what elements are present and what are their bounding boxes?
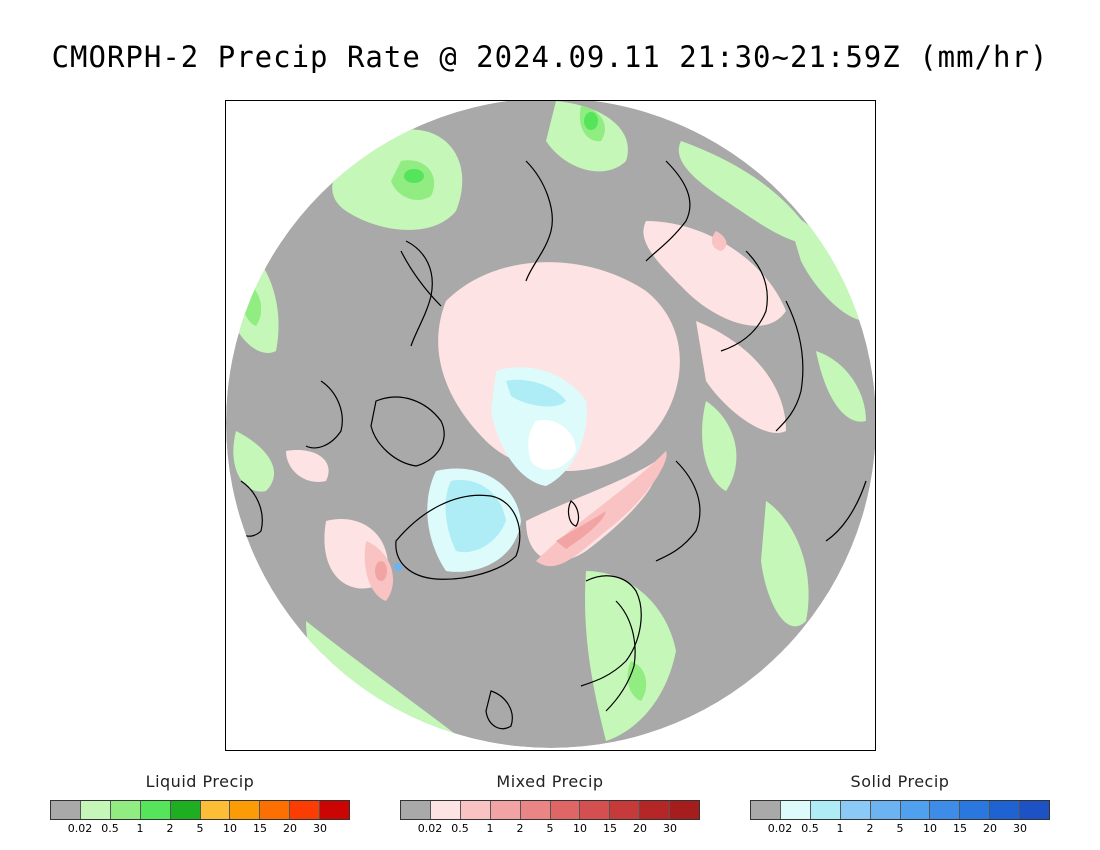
- novaya-zemlya-coast: [655, 460, 701, 562]
- legend-tick-label: 0.5: [801, 822, 819, 835]
- legend-tick-label: 1: [836, 822, 844, 835]
- legend-swatch: [751, 801, 781, 819]
- legend-tick-label: 1: [136, 822, 144, 835]
- legend-tick-label: 10: [923, 822, 937, 835]
- legend-swatch: [490, 801, 521, 819]
- legend-swatch: [170, 801, 201, 819]
- legend-title: Mixed Precip: [496, 772, 604, 791]
- greenland-coast: [395, 494, 521, 580]
- legend-title: Liquid Precip: [145, 772, 255, 791]
- moderate-rain-cells: [404, 112, 598, 183]
- legend-tick-label: 30: [313, 822, 327, 835]
- scandinavia-coast: [580, 575, 642, 687]
- legend-tick-label: 2: [516, 822, 524, 835]
- legend-tick-label: 20: [283, 822, 297, 835]
- legend-tick-label: 30: [663, 822, 677, 835]
- coastlines: [230, 160, 867, 730]
- legend-mixed-precip: Mixed Precip 0.02 0.5 1 2 5 10 15 20 30: [400, 772, 700, 836]
- legend-swatch: [430, 801, 461, 819]
- mixed-precip-cells: [375, 511, 606, 581]
- legend-tick-label: 1: [486, 822, 494, 835]
- asia-inland-coast: [825, 480, 867, 542]
- legend-swatch: [960, 801, 991, 819]
- taymyr-coast: [775, 300, 804, 432]
- map-title: CMORPH-2 Precip Rate @ 2024.09.11 21:30~…: [51, 40, 1049, 74]
- legend-tick-label: 0.5: [101, 822, 119, 835]
- legend-swatch: [80, 801, 111, 819]
- legend-tick-label: 5: [896, 822, 904, 835]
- polar-map-canvas: [226, 101, 875, 748]
- legend-tick-label: 15: [603, 822, 617, 835]
- legend-tick-label: 20: [983, 822, 997, 835]
- legend-tick-label: 0.5: [451, 822, 469, 835]
- legend-swatch: [290, 801, 321, 819]
- legend-title: Solid Precip: [850, 772, 950, 791]
- legend-tick-label: 0.02: [767, 822, 793, 835]
- legend-swatch: [610, 801, 641, 819]
- siberia-coast: [645, 160, 691, 262]
- legend-ticks: 0.02 0.5 1 2 5 10 15 20 30: [50, 822, 350, 836]
- legend-tick-label: 5: [196, 822, 204, 835]
- legend-tick-label: 10: [573, 822, 587, 835]
- legend-swatch: [870, 801, 901, 819]
- british-isles-coast: [485, 690, 513, 730]
- legend-swatch: [401, 801, 431, 819]
- legend-liquid-precip: Liquid Precip 0.02 0.5 1 2 5 10 15 20 30: [50, 772, 350, 836]
- snow-core: [528, 420, 576, 470]
- legend-ticks: 0.02 0.5 1 2 5 10 15 20 30: [400, 822, 700, 836]
- legend-swatch: [670, 801, 700, 819]
- legend-tick-label: 5: [546, 822, 554, 835]
- svalbard-coast: [567, 500, 580, 527]
- legend-swatch: [840, 801, 871, 819]
- legend-swatch: [930, 801, 961, 819]
- legend-swatch: [110, 801, 141, 819]
- legend-ticks: 0.02 0.5 1 2 5 10 15 20 30: [750, 822, 1050, 836]
- legend-swatch: [51, 801, 81, 819]
- legend-tick-label: 15: [253, 822, 267, 835]
- legend-swatch: [140, 801, 171, 819]
- legend-swatch: [320, 801, 350, 819]
- legend-swatch: [1020, 801, 1050, 819]
- legend-solid-precip: Solid Precip 0.02 0.5 1 2 5 10 15 20 30: [750, 772, 1050, 836]
- alaska-border: [400, 250, 442, 307]
- polar-map: [225, 100, 876, 751]
- legend-swatch: [460, 801, 491, 819]
- legend-swatch: [780, 801, 811, 819]
- legend-color-bar: [400, 800, 700, 820]
- legend-swatch: [230, 801, 261, 819]
- legend-tick-label: 0.02: [67, 822, 93, 835]
- legend-tick-label: 0.02: [417, 822, 443, 835]
- canada-coast: [305, 380, 343, 449]
- solid-precip-cell: [394, 563, 402, 571]
- legend-swatch: [990, 801, 1021, 819]
- legend-tick-label: 30: [1013, 822, 1027, 835]
- legend-tick-label: 20: [633, 822, 647, 835]
- arctic-archipelago-coast: [370, 396, 445, 467]
- legend-swatch: [580, 801, 611, 819]
- legend-tick-label: 10: [223, 822, 237, 835]
- baltic-coast: [605, 600, 636, 712]
- legend-swatch: [900, 801, 931, 819]
- legend-swatch: [520, 801, 551, 819]
- legend-color-bar: [50, 800, 350, 820]
- legend-color-bar: [750, 800, 1050, 820]
- legend-swatch: [260, 801, 291, 819]
- legend-tick-label: 15: [953, 822, 967, 835]
- siberia-north-coast: [720, 250, 768, 352]
- legend-swatch: [810, 801, 841, 819]
- legend-swatch: [640, 801, 671, 819]
- legend-swatch: [200, 801, 231, 819]
- bering-coast: [525, 160, 553, 282]
- legend-tick-label: 2: [866, 822, 874, 835]
- legend-tick-label: 2: [166, 822, 174, 835]
- legend-swatch: [550, 801, 581, 819]
